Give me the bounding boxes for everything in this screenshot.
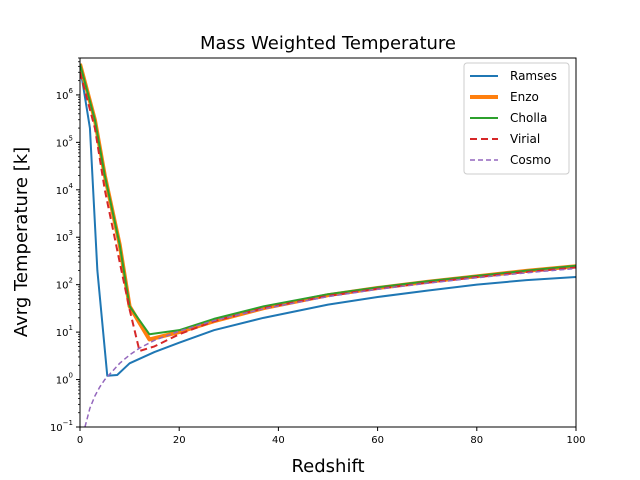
y-axis-ticks: 10−1 100 101 102 103 104 105 106 [50, 57, 80, 434]
y-tick-label: 101 [56, 324, 73, 339]
y-tick-label: 100 [56, 372, 73, 387]
legend-label-ramses: Ramses [510, 69, 557, 83]
legend-label-enzo: Enzo [510, 90, 539, 104]
y-tick-label: 10−1 [50, 419, 73, 434]
y-tick-label: 105 [56, 134, 73, 149]
series-line-cholla [80, 63, 576, 336]
legend-label-cholla: Cholla [510, 111, 547, 125]
y-axis-label: Avrg Temperature [k] [11, 147, 32, 337]
plot-frame [79, 57, 577, 428]
x-tick-label: 60 [371, 435, 384, 446]
x-tick-label: 100 [566, 435, 585, 446]
y-tick-label: 103 [56, 229, 73, 244]
x-tick-label: 40 [272, 435, 285, 446]
series-line-cosmo [84, 267, 576, 427]
x-tick-label: 80 [470, 435, 483, 446]
y-tick-label: 104 [56, 182, 74, 197]
y-tick-label: 106 [56, 87, 74, 102]
x-tick-label: 0 [77, 435, 83, 446]
x-axis-label: Redshift [291, 456, 364, 477]
y-tick-label: 102 [56, 277, 73, 292]
legend-box [463, 62, 570, 175]
legend: Ramses Enzo Cholla Virial Cosmo [463, 62, 570, 175]
legend-label-cosmo: Cosmo [510, 153, 551, 167]
chart-title: Mass Weighted Temperature [200, 33, 456, 54]
legend-label-virial: Virial [510, 132, 540, 146]
series-line-ramses [80, 66, 576, 377]
x-tick-label: 20 [173, 435, 186, 446]
x-axis-ticks: 0 20 40 60 80 100 [77, 427, 586, 446]
plot-lines [80, 63, 576, 427]
